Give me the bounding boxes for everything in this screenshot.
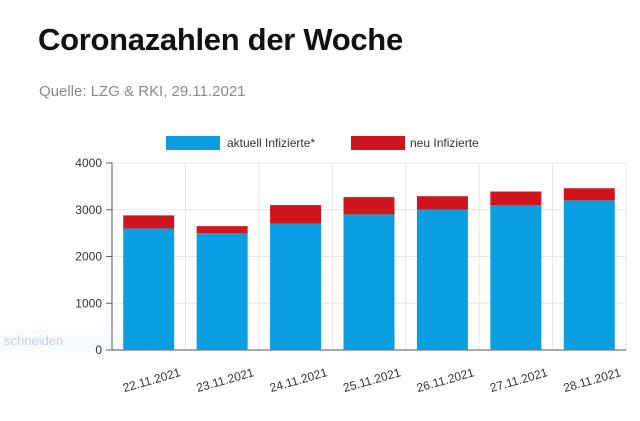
x-tick-label: 23.11.2021 bbox=[195, 365, 256, 395]
legend-swatch bbox=[166, 136, 220, 150]
source-caption: Quelle: LZG & RKI, 29.11.2021 bbox=[39, 83, 246, 100]
bar-neu-infizierte bbox=[270, 205, 322, 224]
legend-label: neu Infizierte bbox=[410, 136, 479, 150]
bar-neu-infizierte bbox=[196, 226, 248, 234]
x-tick-label: 25.11.2021 bbox=[342, 365, 403, 395]
y-tick-label: 0 bbox=[95, 343, 102, 357]
x-tick-label: 24.11.2021 bbox=[268, 365, 329, 395]
x-tick-label: 22.11.2021 bbox=[121, 365, 182, 395]
bar-aktuell-infizierte bbox=[343, 214, 395, 350]
bar-neu-infizierte bbox=[123, 215, 175, 229]
y-tick-label: 1000 bbox=[75, 296, 102, 310]
y-tick-label: 2000 bbox=[75, 250, 102, 264]
bar-neu-infizierte bbox=[343, 197, 395, 215]
bar-neu-infizierte bbox=[490, 191, 542, 206]
legend-swatch bbox=[351, 136, 405, 150]
bar-aktuell-infizierte bbox=[270, 223, 322, 350]
x-tick-label: 28.11.2021 bbox=[562, 365, 623, 395]
bar-aktuell-infizierte bbox=[196, 233, 248, 350]
y-tick-label: 3000 bbox=[75, 203, 102, 217]
y-tick-label: 4000 bbox=[75, 156, 102, 170]
x-tick-label: 26.11.2021 bbox=[415, 365, 476, 395]
bar-neu-infizierte bbox=[416, 196, 468, 210]
bar-aktuell-infizierte bbox=[563, 200, 615, 350]
legend-label: aktuell Infizierte* bbox=[227, 136, 315, 150]
bar-aktuell-infizierte bbox=[416, 209, 468, 350]
page-title: Coronazahlen der Woche bbox=[38, 22, 403, 57]
bar-aktuell-infizierte bbox=[123, 228, 175, 350]
bar-aktuell-infizierte bbox=[490, 205, 542, 350]
x-tick-label: 27.11.2021 bbox=[488, 365, 549, 395]
bar-neu-infizierte bbox=[563, 188, 615, 201]
